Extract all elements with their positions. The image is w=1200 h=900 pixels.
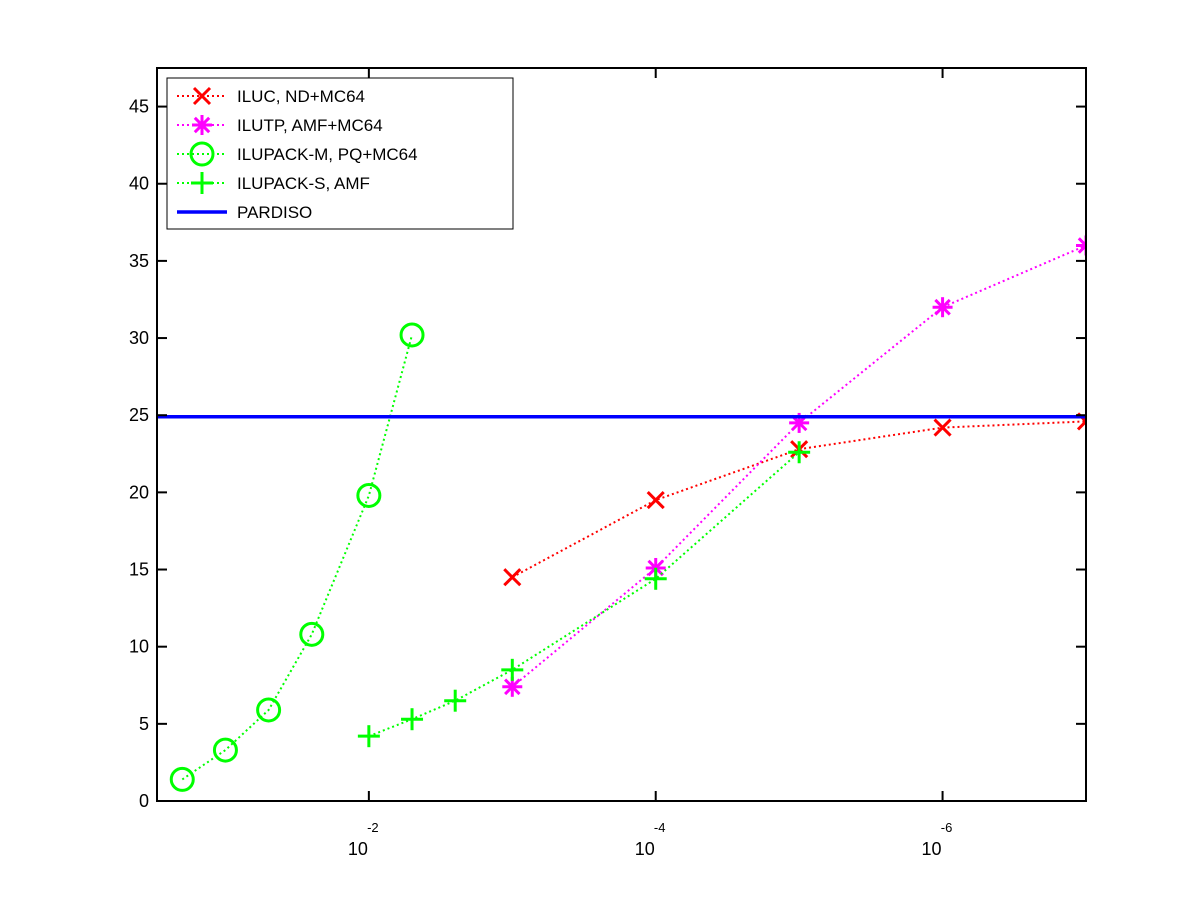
legend-label: ILUC, ND+MC64	[237, 87, 365, 106]
legend-box	[166, 77, 514, 230]
x-tick-label: -610	[922, 820, 953, 859]
data-point	[644, 567, 667, 590]
y-tick-label: 40	[129, 174, 149, 194]
legend-label: PARDISO	[237, 203, 312, 222]
data-point	[503, 568, 522, 587]
marker-stroke	[193, 116, 211, 134]
marker-stroke	[934, 298, 951, 316]
marker-stroke	[646, 491, 665, 510]
y-tick-label: 30	[129, 328, 149, 348]
legend: ILUC, ND+MC64 ILUTP, AMF+MC64 ILUPACK-M, P…	[166, 77, 514, 230]
marker-stroke	[1077, 237, 1086, 248]
legend-entry: ILUPACK-S, AMF	[177, 172, 370, 194]
data-point	[501, 658, 524, 681]
x-tick-base: 10	[635, 839, 655, 859]
y-tick-label: 45	[129, 97, 149, 117]
data-point	[444, 689, 467, 712]
data-point	[357, 725, 380, 748]
marker-stroke	[503, 568, 522, 587]
marker-stroke	[399, 322, 425, 348]
data-point	[932, 297, 953, 318]
x-tick-exponent: -4	[654, 820, 666, 835]
legend-label: ILUTP, AMF+MC64	[237, 116, 383, 135]
data-point	[299, 621, 325, 647]
data-point	[401, 708, 424, 731]
y-tick-label: 0	[139, 791, 149, 811]
x-tick-exponent: -2	[367, 820, 379, 835]
series-line	[368, 451, 800, 738]
marker-stroke	[212, 737, 238, 763]
legend-entry: ILUC, ND+MC64	[177, 86, 365, 106]
series-3	[357, 441, 811, 748]
data-point	[356, 482, 382, 508]
data-point	[788, 441, 811, 464]
marker-stroke	[169, 766, 195, 792]
x-tick-label: -410	[635, 820, 666, 859]
legend-marker	[192, 86, 212, 106]
data-point	[1076, 235, 1086, 256]
legend-label: ILUPACK-S, AMF	[237, 174, 370, 193]
marker-stroke	[1076, 419, 1086, 431]
axes-box	[156, 67, 1087, 802]
series-line	[181, 334, 413, 781]
legend-marker	[191, 172, 213, 194]
legend-entry: ILUTP, AMF+MC64	[177, 115, 383, 135]
marker-stroke	[192, 86, 212, 106]
legend-label: ILUPACK-M, PQ+MC64	[237, 145, 418, 164]
y-tick-label: 5	[139, 714, 149, 734]
data-point	[256, 697, 282, 723]
legend-marker	[189, 141, 215, 167]
marker-stroke	[504, 678, 521, 696]
marker-stroke	[189, 141, 215, 167]
y-tick-label: 10	[129, 637, 149, 657]
y-tick-label: 15	[129, 560, 149, 580]
x-tick-label: -210	[348, 820, 379, 859]
data-point	[212, 737, 238, 763]
y-tick-label: 25	[129, 405, 149, 425]
marker-stroke	[1077, 243, 1086, 254]
legend-entry: PARDISO	[177, 203, 312, 222]
data-point	[646, 491, 665, 510]
x-tick-base: 10	[348, 839, 368, 859]
marker-stroke	[299, 621, 325, 647]
legend-marker	[192, 115, 212, 135]
data-point	[169, 766, 195, 792]
y-tick-label: 20	[129, 482, 149, 502]
legend-entry: ILUPACK-M, PQ+MC64	[177, 141, 418, 167]
marker-stroke	[256, 697, 282, 723]
series-2	[169, 322, 425, 792]
x-tick-base: 10	[922, 839, 942, 859]
marker-stroke	[356, 482, 382, 508]
marker-stroke	[933, 418, 952, 437]
x-tick-exponent: -6	[941, 820, 953, 835]
y-tick-label: 35	[129, 251, 149, 271]
data-point	[399, 322, 425, 348]
data-point	[933, 418, 952, 437]
